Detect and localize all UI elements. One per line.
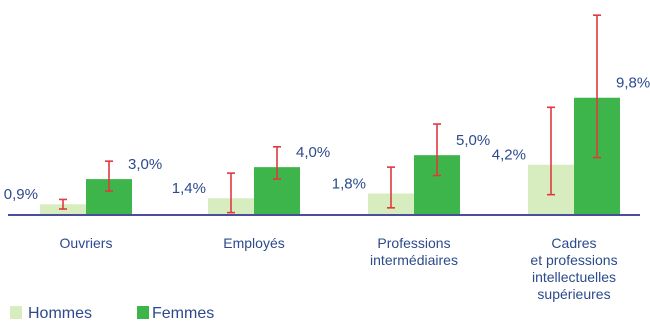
error-bar-hommes-1 <box>227 172 235 214</box>
value-label-femmes-0: 3,0% <box>128 156 162 173</box>
category-label-3-line-0: Cadres <box>551 235 596 251</box>
category-label-2-line-0: Professions <box>377 235 450 251</box>
value-label-femmes-3: 9,8% <box>616 75 650 92</box>
legend-label-femmes: Femmes <box>152 305 214 322</box>
value-labels-layer: 0,9% 3,0% 1,4% 4,0%1,8% 5,0%4,2% 9,8% <box>4 75 650 203</box>
error-bar-hommes-0 <box>59 198 67 210</box>
legend-swatch-hommes <box>10 306 22 319</box>
error-bar-femmes-1 <box>273 145 281 180</box>
value-label-hommes-3: 4,2% <box>492 147 526 164</box>
category-label-3-line-2: intellectuelles <box>532 269 616 285</box>
error-bars-layer <box>59 14 601 214</box>
category-label-3-line-3: supérieures <box>537 286 610 302</box>
category-label-3-line-1: et professions <box>530 252 617 268</box>
category-label-0: Ouvriers <box>60 235 113 251</box>
error-bar-femmes-3 <box>593 14 601 159</box>
category-label-1: Employés <box>223 235 284 251</box>
legend: Hommes Femmes <box>10 305 214 322</box>
error-bar-hommes-2 <box>387 166 395 209</box>
value-label-hommes-1: 1,4% <box>172 180 206 197</box>
error-bar-hommes-3 <box>547 106 555 196</box>
category-label-2-line-1: intermédiaires <box>370 252 458 268</box>
category-labels-layer: Ouvriers Employés Professionsintermédiaire… <box>60 235 618 302</box>
error-bar-femmes-2 <box>433 123 441 177</box>
legend-swatch-femmes <box>137 306 149 319</box>
value-label-hommes-0: 0,9% <box>4 186 38 203</box>
legend-label-hommes: Hommes <box>28 305 92 322</box>
value-label-femmes-1: 4,0% <box>296 144 330 161</box>
value-label-femmes-2: 5,0% <box>456 132 490 149</box>
value-label-hommes-2: 1,8% <box>332 175 366 192</box>
error-bar-femmes-0 <box>105 160 113 192</box>
